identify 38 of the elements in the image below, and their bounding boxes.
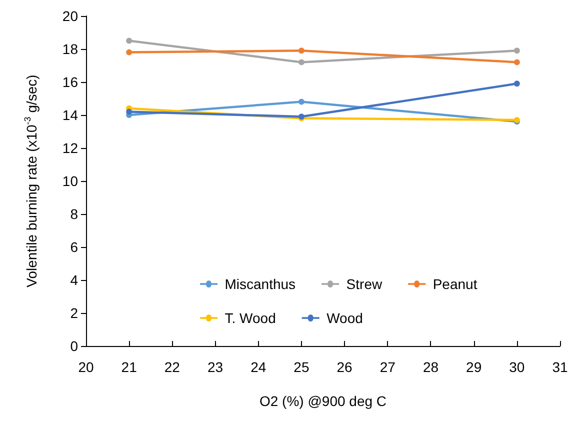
point bbox=[298, 48, 304, 54]
x-tick-label: 29 bbox=[466, 359, 482, 375]
y-tick-label: 16 bbox=[62, 74, 78, 90]
legend-label: Miscanthus bbox=[224, 276, 296, 292]
x-tick-label: 25 bbox=[294, 359, 310, 375]
point bbox=[514, 80, 520, 87]
y-tick-label: 20 bbox=[62, 8, 78, 24]
x-axis-title: O2 (%) @900 deg C bbox=[259, 393, 387, 409]
x-tick-label: 31 bbox=[552, 359, 568, 375]
legend-label: Peanut bbox=[432, 276, 478, 292]
point bbox=[126, 108, 132, 115]
y-tick-label: 0 bbox=[70, 338, 78, 354]
point bbox=[126, 38, 132, 44]
legend-label: Strew bbox=[346, 276, 383, 292]
point bbox=[126, 49, 132, 56]
y-tick-label: 14 bbox=[62, 107, 78, 123]
y-tick-label: 10 bbox=[62, 173, 78, 189]
y-tick-label: 12 bbox=[62, 140, 78, 156]
legend-label: Wood bbox=[326, 310, 363, 326]
x-tick-label: 28 bbox=[422, 359, 439, 375]
x-tick-label: 21 bbox=[121, 359, 138, 375]
y-tick-label: 8 bbox=[70, 206, 78, 222]
legend-label: T. Wood bbox=[224, 310, 276, 326]
y-tick-label: 18 bbox=[62, 41, 78, 57]
x-tick-label: 23 bbox=[207, 359, 224, 375]
x-tick-label: 27 bbox=[380, 359, 396, 375]
point bbox=[298, 59, 304, 66]
point bbox=[514, 59, 520, 66]
point bbox=[514, 48, 520, 54]
x-tick-label: 30 bbox=[509, 359, 525, 375]
y-tick-label: 6 bbox=[70, 239, 78, 255]
y-tick-label: 4 bbox=[70, 272, 78, 288]
x-tick-label: 22 bbox=[164, 359, 180, 375]
y-tick-label: 2 bbox=[70, 305, 78, 321]
x-tick-label: 26 bbox=[336, 359, 353, 375]
x-tick-label: 24 bbox=[250, 359, 266, 375]
y-axis-title: Volentile burning rate (x10-3 g/sec) bbox=[22, 74, 40, 288]
point bbox=[298, 98, 304, 105]
